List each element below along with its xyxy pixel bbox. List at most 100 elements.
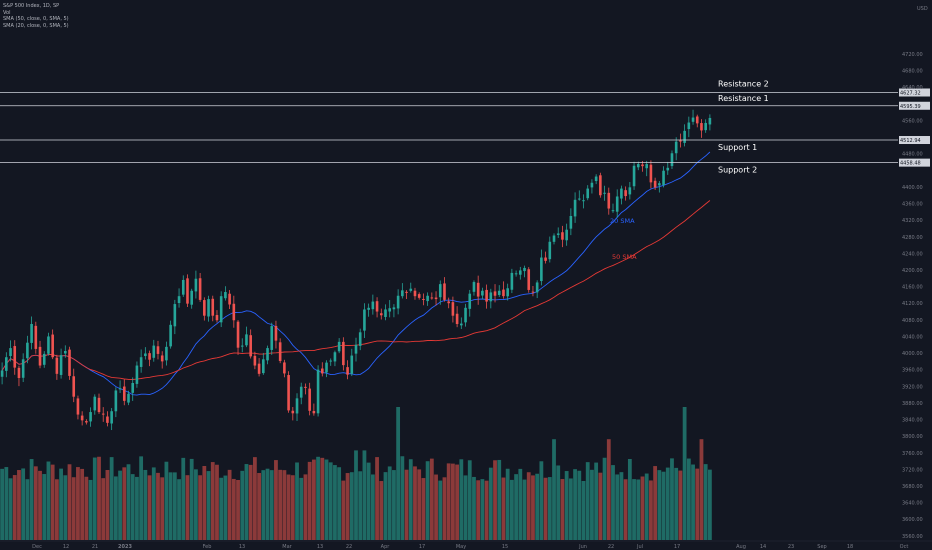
candle-body [156,346,160,354]
level-label: Support 2 [718,166,757,175]
candle-body [236,321,240,348]
legend-vol[interactable]: Vol [3,9,11,16]
volume-bar [92,457,97,540]
axes: USD 4720.00 4680.00 4640.00 4560.00 4480.00 44… [0,6,932,550]
volume-bar [172,472,177,540]
volume-bar [573,469,577,540]
volume-bar [539,461,544,540]
volume-bar [160,477,165,540]
candle-body [485,289,488,302]
volume-bar [429,458,434,540]
volume-bar [97,456,101,540]
volume-bar [307,461,312,540]
candle-body [695,116,699,124]
candle-body [72,376,76,397]
volume-bar [581,480,586,540]
y-tick-label: 4360.00 [902,202,923,208]
legend-sma50[interactable]: SMA (50, close, 0, SMA, 5) [3,16,69,22]
y-tick-label: 4640.00 [902,85,923,91]
candle-body [426,295,429,302]
volume-bar [480,479,485,540]
candle-body [628,187,632,195]
candle-body [194,278,198,292]
volume-bar [568,478,573,540]
volume-bar [476,480,481,540]
x-tick-label: Mar [282,544,292,550]
volume-bar [640,476,645,540]
candle-body [438,284,442,298]
x-tick-label: 22 [608,544,614,550]
legend-symbol[interactable]: S&P 500 Index, 1D, SP [3,3,60,9]
volume-bar [324,459,329,540]
volume-bar [109,457,114,540]
candle-body [662,170,665,185]
candle-body [118,388,122,390]
candle-body [556,233,560,235]
y-tick-label: 4040.00 [902,334,923,340]
candle-body [679,140,682,142]
candle-body [333,352,337,362]
candle-body [460,323,463,326]
volume-bar [135,476,139,540]
candle-body [506,288,509,297]
candle-body [266,348,269,361]
sma20-label: 20 SMA [610,217,635,225]
volume-bar [484,480,489,540]
candle-body [371,301,375,310]
volume-bar [547,477,552,540]
candle-body [573,199,577,217]
volume-bar [653,466,658,540]
volume-bar [17,470,21,540]
y-tick-label: 3960.00 [902,368,923,374]
volume-bar [46,461,51,540]
volume-bar [151,467,156,540]
y-tick-label: 3880.00 [902,401,923,407]
volume-bar [311,459,316,540]
candle-body [257,363,261,374]
candle-body [89,412,92,422]
currency-label: USD [917,6,928,12]
volume-bar [358,471,363,540]
x-tick-label: Aug [736,544,746,550]
volume-bar [383,472,388,540]
volume-bar [274,460,278,540]
candle-body [106,416,109,423]
level-label: Resistance 1 [718,94,769,103]
volume-bar [278,469,283,540]
volume-bar [623,479,628,540]
candle-body [177,296,181,304]
volume-bar [168,472,173,540]
candle-body [165,346,168,361]
level-price-tag [899,158,930,167]
candle-body [481,290,484,296]
volume-bar [577,470,582,540]
x-tick-label: 15 [502,544,508,550]
volume-bar [295,462,299,540]
volume-bar [590,469,594,540]
volume-bar [244,464,249,540]
candle-body [320,368,324,374]
volume-bar [564,471,569,540]
volume-bar [181,457,186,540]
volume-bar [333,465,337,540]
volume-bar [147,475,152,540]
chart-legend: S&P 500 Index, 1D, SP Vol SMA (50, close… [3,3,69,29]
sma50-label: 50 SMA [612,253,637,261]
candle-body [198,278,202,300]
volume-bar [25,479,30,540]
candle-body [34,325,38,349]
candle-body [219,296,223,323]
candle-body [464,307,467,323]
volume-bar [370,474,375,540]
candle-body [527,269,531,290]
volume-bar [177,479,181,540]
volume-bar [661,471,666,540]
candle-body [687,122,691,130]
y-tick-label: 4680.00 [902,69,923,75]
x-tick-label: 17 [674,544,680,550]
volume-bar [261,470,266,540]
volume-bar [236,479,240,540]
candle-body [514,273,518,275]
legend-sma20[interactable]: SMA (20, close, 0, SMA, 5) [3,22,69,29]
